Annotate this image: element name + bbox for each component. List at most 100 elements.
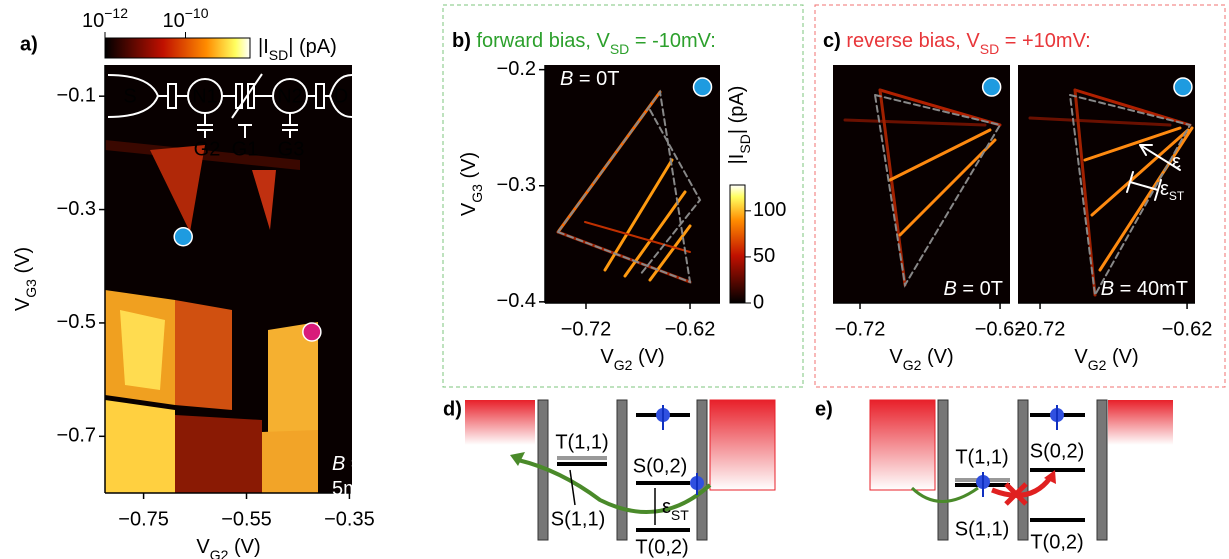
level-label: S(1,1) — [551, 508, 605, 530]
colorbar-tick-label: 10−10 — [163, 5, 209, 33]
circuit-label: N1 — [192, 85, 218, 107]
text-part: (V) — [632, 346, 664, 368]
text-part: V — [196, 536, 210, 558]
text-part: (V) — [1106, 346, 1138, 368]
text-part: G2 — [903, 357, 922, 373]
level-label: S(0,2) — [633, 455, 687, 477]
text-part: SD — [610, 41, 629, 57]
text-part: G2 — [1088, 357, 1107, 373]
text-part: G3 — [469, 184, 485, 203]
marker — [1173, 77, 1193, 97]
circuit — [107, 73, 353, 138]
band-diagram — [465, 399, 776, 541]
x-tick-label: −0.72 — [1015, 318, 1066, 340]
text-part: |I — [258, 36, 269, 58]
panel-label: a) — [20, 33, 38, 55]
colorbar-label: |ISD| (pA) — [258, 36, 337, 62]
x-tick-label: −0.75 — [118, 508, 169, 530]
annotation: B = 0T — [560, 68, 619, 90]
text-part: (V) — [921, 346, 953, 368]
panel-frame — [814, 4, 1226, 388]
panel-label: e) — [815, 398, 833, 420]
y-tick-label: −0.3 — [497, 174, 536, 196]
text-part: c) — [823, 30, 841, 52]
annotation: 5mT — [332, 478, 372, 500]
x-tick-label: −0.55 — [221, 508, 272, 530]
text-part: 5mT — [332, 478, 372, 500]
y-tick-label: −0.1 — [57, 84, 96, 106]
text-part: ε — [1160, 178, 1169, 200]
text-part: B — [332, 453, 345, 475]
colorbar-tick-label: 50 — [753, 245, 775, 267]
text-part: (V) — [12, 247, 34, 279]
circuit-label: S — [123, 85, 136, 107]
text-part: b) — [452, 30, 471, 52]
text-part: = — [345, 453, 362, 475]
colorbar — [729, 184, 746, 304]
x-axis-label: VG2 (V) — [196, 536, 260, 559]
circuit-label: G2 — [194, 138, 221, 160]
marker — [692, 77, 713, 97]
level-label: T(1,1) — [555, 431, 608, 453]
circuit-label: N2 — [277, 85, 303, 107]
annotation: B = — [332, 453, 363, 475]
level-label: T(1,1) — [955, 446, 1008, 468]
text-part: 10 — [163, 10, 185, 32]
marker — [981, 77, 1002, 97]
x-tick-label: −0.62 — [1162, 318, 1213, 340]
text-part: B — [1101, 278, 1114, 300]
y-tick-label: −0.3 — [57, 198, 96, 220]
y-tick-label: −0.7 — [57, 425, 96, 447]
y-axis-label: VG3 (V) — [458, 152, 484, 216]
text-part: G2 — [614, 357, 633, 373]
text-part: (V) — [228, 536, 260, 558]
colorbar-label: |ISD| (pA) — [726, 86, 752, 165]
text-part: G2 — [210, 547, 229, 559]
text-part: ε — [1172, 151, 1181, 173]
x-tick-label: −0.62 — [665, 318, 716, 340]
marker — [173, 227, 193, 247]
colorbar — [104, 37, 251, 59]
text-part: −12 — [104, 5, 128, 21]
heatmap-image — [1018, 65, 1195, 303]
text-part: | (pA) — [288, 36, 337, 58]
level-label: T(0,2) — [1030, 531, 1083, 553]
circuit-label: G1 — [232, 138, 259, 160]
panel-title: c) reverse bias, VSD = +10mV: — [823, 30, 1091, 56]
text-part: SD — [980, 41, 999, 57]
text-part: = 40mT — [1114, 278, 1188, 300]
panel-title: b) forward bias, VSD = -10mV: — [452, 30, 716, 56]
x-axis-label: VG2 (V) — [1074, 346, 1138, 372]
colorbar-tick-label: 100 — [753, 199, 786, 221]
text-part: = 0T — [957, 278, 1003, 300]
text-part: V — [12, 297, 34, 311]
annotation: B = 0T — [944, 278, 1003, 300]
text-part: V — [889, 346, 903, 368]
text-part: V — [1074, 346, 1088, 368]
colorbar-tick-label: 0 — [753, 291, 764, 313]
level-label: T(0,2) — [635, 536, 688, 558]
text-part: V — [458, 202, 480, 216]
text-part: |I — [726, 154, 748, 165]
x-tick-label: −0.35 — [324, 508, 375, 530]
text-part: B — [944, 278, 957, 300]
x-axis-label: VG2 (V) — [889, 346, 953, 372]
text-part: ST — [671, 507, 689, 523]
y-axis-label: VG3 (V) — [12, 247, 38, 311]
level-label: εST — [662, 496, 689, 522]
text-part: forward bias, V — [471, 30, 611, 52]
text-part: B — [560, 68, 573, 90]
level-label: S(0,2) — [1030, 440, 1084, 462]
annotation: B = 40mT — [1101, 278, 1188, 300]
y-tick-label: −0.4 — [497, 290, 536, 312]
circuit-label: G3 — [278, 138, 305, 160]
text-part: | (pA) — [726, 86, 748, 135]
text-part: = +10mV: — [999, 30, 1091, 52]
text-part: (V) — [458, 152, 480, 184]
heatmap-image — [545, 65, 720, 303]
y-tick-label: −0.2 — [497, 58, 536, 80]
colorbar-tick-label: 10−12 — [82, 5, 128, 33]
x-tick-label: −0.72 — [561, 318, 612, 340]
text-part: −10 — [185, 5, 209, 21]
